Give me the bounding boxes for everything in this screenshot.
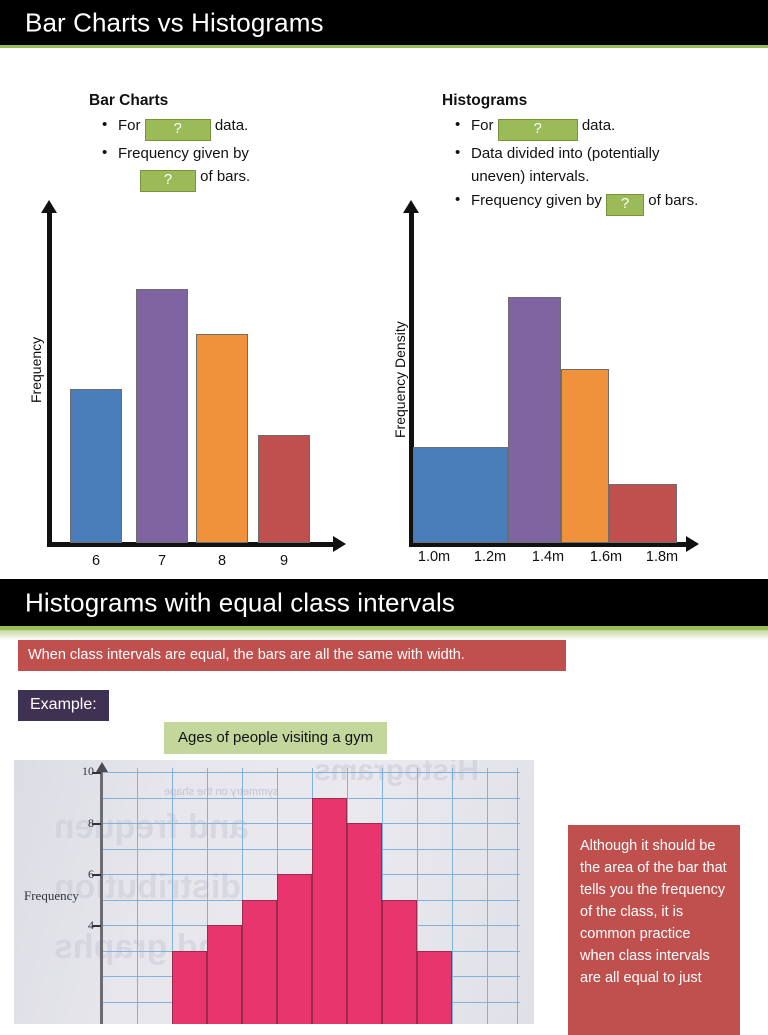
gridline-vertical bbox=[242, 768, 243, 1024]
bar-shoe-6 bbox=[70, 389, 122, 543]
bullet-text-post: of bars. bbox=[196, 168, 251, 185]
gym-bar-6 bbox=[347, 823, 382, 1024]
gym-bar-7 bbox=[382, 900, 417, 1024]
slide1-green-rule bbox=[0, 45, 768, 49]
answer-placeholder-box[interactable]: ? bbox=[497, 119, 578, 141]
scan-ytick-mark bbox=[92, 874, 101, 876]
gridline-vertical bbox=[382, 768, 383, 1024]
histogram-bar-4 bbox=[609, 484, 677, 543]
example-label: Example: bbox=[18, 690, 109, 721]
scan-ytick-8: 8 bbox=[88, 816, 94, 830]
bar-charts-bullets: For ? data. Frequency given by ? of bars… bbox=[96, 113, 336, 193]
gridline-horizontal bbox=[102, 798, 520, 799]
bullet-text-pre: Data divided into (potentially uneven) i… bbox=[471, 145, 660, 185]
gridline-vertical bbox=[207, 768, 208, 1024]
bullet-text-pre: Frequency given by bbox=[471, 192, 607, 209]
histograms-bullets: For ? data. Data divided into (potential… bbox=[449, 113, 715, 217]
gym-bar-4 bbox=[277, 874, 312, 1024]
showthrough-text: symmetry on the shape bbox=[164, 786, 279, 798]
histogram-y-axis-arrow-icon bbox=[403, 200, 419, 213]
answer-placeholder-box[interactable]: ? bbox=[606, 194, 645, 216]
list-item: For ? data. bbox=[96, 113, 336, 141]
bar-chart-x-axis bbox=[47, 542, 337, 547]
histogram-y-axis bbox=[409, 213, 414, 547]
histogram-x-axis bbox=[409, 542, 690, 547]
gridline-horizontal bbox=[102, 849, 520, 850]
comparison-section: Bar Charts For ? data. Frequency given b… bbox=[0, 48, 768, 600]
bar-charts-heading: Bar Charts bbox=[89, 92, 169, 109]
scan-ytick-4: 4 bbox=[88, 918, 94, 932]
histogram-y-axis-label: Frequency Density bbox=[392, 321, 408, 438]
scanned-histogram-image: Histograms symmetry on the shape and fre… bbox=[14, 760, 534, 1024]
bar-chart-x-axis-arrow-icon bbox=[333, 536, 346, 552]
histogram-xtick-1: 1.0m bbox=[417, 549, 451, 565]
chart-caption-label: Ages of people visiting a gym bbox=[164, 722, 388, 754]
info-banner: When class intervals are equal, the bars… bbox=[18, 640, 566, 671]
bar-shoe-7 bbox=[136, 289, 188, 543]
gym-bar-3 bbox=[242, 900, 277, 1024]
showthrough-text: Histograms bbox=[314, 760, 480, 787]
histogram-x-axis-arrow-icon bbox=[686, 536, 699, 552]
scan-y-axis-arrow-icon bbox=[96, 762, 108, 772]
gridline-vertical bbox=[487, 768, 488, 1024]
bar-chart-xtick-6: 6 bbox=[91, 553, 101, 569]
histogram-bar-2 bbox=[508, 297, 561, 543]
gridline-vertical bbox=[452, 768, 453, 1024]
bar-chart-xtick-7: 7 bbox=[157, 553, 167, 569]
gym-bar-2 bbox=[207, 925, 242, 1024]
slide2-green-rule bbox=[0, 626, 768, 630]
bar-chart-xtick-9: 9 bbox=[279, 553, 289, 569]
histograms-heading: Histograms bbox=[442, 92, 528, 109]
slide2-title: Histograms with equal class intervals bbox=[25, 587, 455, 617]
scan-y-axis-label: Frequency bbox=[24, 888, 79, 903]
gridline-horizontal bbox=[102, 772, 520, 773]
gridline-vertical bbox=[417, 768, 418, 1024]
bullet-text-post: data. bbox=[577, 117, 616, 134]
bullet-text-pre: Frequency given by bbox=[118, 145, 249, 162]
histogram-bar-1 bbox=[413, 447, 508, 543]
slide1-title: Bar Charts vs Histograms bbox=[25, 7, 324, 37]
slide1-title-bar: Bar Charts vs Histograms bbox=[0, 0, 768, 45]
scan-ytick-mark bbox=[92, 772, 101, 774]
bar-shoe-8 bbox=[196, 334, 248, 543]
slide2-title-bar: Histograms with equal class intervals bbox=[0, 579, 768, 626]
bullet-text-post: data. bbox=[210, 117, 249, 134]
bullet-text-post: of bars. bbox=[644, 192, 699, 209]
answer-placeholder-box[interactable]: ? bbox=[144, 119, 211, 141]
scan-ytick-10: 10 bbox=[82, 764, 94, 778]
histogram-xtick-3: 1.4m bbox=[531, 549, 565, 565]
slide2-green-fade bbox=[0, 630, 768, 640]
histogram-xtick-4: 1.6m bbox=[589, 549, 623, 565]
list-item: Frequency given by ? of bars. bbox=[449, 188, 715, 216]
bar-chart-y-axis-label: Frequency bbox=[28, 336, 44, 403]
list-item: For ? data. bbox=[449, 113, 715, 141]
list-item: Frequency given by ? of bars. bbox=[96, 141, 336, 192]
scan-ytick-6: 6 bbox=[88, 867, 94, 881]
bar-chart-y-axis-arrow-icon bbox=[41, 200, 57, 213]
bullet-text-pre: For bbox=[471, 117, 498, 134]
gym-bar-1 bbox=[172, 951, 207, 1024]
gridline-vertical bbox=[137, 768, 138, 1024]
gridline-vertical bbox=[172, 768, 173, 1024]
gym-bar-5 bbox=[312, 798, 347, 1024]
scan-ytick-mark bbox=[92, 925, 101, 927]
side-note-box: Although it should be the area of the ba… bbox=[568, 825, 740, 1035]
histogram-xtick-2: 1.2m bbox=[473, 549, 507, 565]
bar-shoe-9 bbox=[258, 435, 310, 543]
bar-chart-xtick-8: 8 bbox=[217, 553, 227, 569]
gridline-horizontal bbox=[102, 823, 520, 824]
gym-bar-8 bbox=[417, 951, 452, 1024]
bullet-text-pre: For bbox=[118, 117, 145, 134]
bar-chart-y-axis bbox=[47, 213, 52, 547]
scan-y-axis bbox=[100, 772, 103, 1024]
gridline-vertical bbox=[517, 768, 518, 1024]
histogram-bar-3 bbox=[561, 369, 609, 543]
answer-placeholder-box[interactable]: ? bbox=[140, 170, 196, 192]
list-item: Data divided into (potentially uneven) i… bbox=[449, 141, 715, 188]
scan-ytick-mark bbox=[92, 823, 101, 825]
histogram-xtick-5: 1.8m bbox=[645, 549, 679, 565]
